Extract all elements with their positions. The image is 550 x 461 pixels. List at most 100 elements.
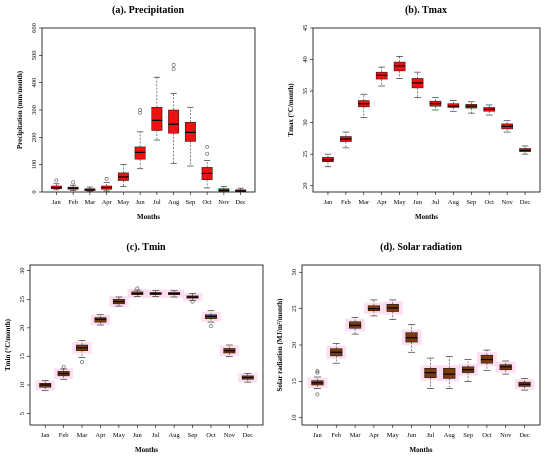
box-nov — [218, 186, 230, 193]
box-nov — [501, 120, 513, 133]
x-tick-label: Feb — [68, 199, 78, 206]
x-tick-label: Mar — [350, 432, 362, 439]
y-tick-label: 25 — [302, 151, 309, 158]
panel-tmin: (c). Tmin 5 10 15 20 25 30 Tmin (°C/month) Month… — [4, 242, 264, 454]
y-tick-label: 200 — [31, 132, 38, 142]
y-tick-label: 500 — [31, 50, 38, 60]
box-mar — [84, 186, 96, 192]
y-tick-label: 15 — [19, 353, 26, 360]
box-sep — [465, 101, 478, 114]
box-feb — [67, 180, 79, 191]
x-tick-label: Apr — [102, 199, 113, 206]
y-tick-label: 20 — [291, 342, 298, 349]
box-iqr — [393, 61, 406, 72]
outlier-point — [71, 180, 76, 185]
x-tick-label: Jul — [152, 432, 160, 439]
x-tick-label: Dec — [243, 432, 254, 439]
y-tick-label: 300 — [31, 105, 38, 115]
y-tick-label: 600 — [31, 23, 38, 33]
x-tick-label: Oct — [485, 199, 495, 206]
chart-title: (a). Precipitation — [112, 5, 184, 16]
outlier-point — [315, 392, 320, 397]
box-mar — [345, 317, 366, 335]
y-tick-label: 30 — [291, 269, 298, 276]
x-tick-label: May — [387, 432, 400, 439]
x-axis-label: Months — [415, 213, 438, 221]
box-jan — [35, 380, 55, 392]
box-iqr — [447, 103, 460, 108]
chart-title: (d). Solar radiation — [380, 242, 462, 253]
box-dec — [238, 372, 258, 383]
x-axis-label: Months — [135, 446, 158, 454]
x-tick-label: Aug — [168, 199, 180, 206]
box-jul — [151, 76, 163, 141]
outlier-point — [190, 299, 195, 304]
x-tick-label: Sep — [188, 432, 198, 439]
outlier-point — [315, 370, 320, 375]
x-tick-label: May — [113, 432, 126, 439]
y-tick-label: 25 — [19, 296, 26, 303]
box-mar — [357, 93, 370, 118]
y-tick-label: 0 — [31, 190, 38, 193]
box-jan — [50, 178, 62, 191]
box-sep — [182, 292, 203, 304]
box-jun — [411, 71, 424, 98]
box-aug — [439, 356, 460, 389]
y-tick-label: 15 — [291, 378, 298, 385]
y-tick-label: 400 — [31, 78, 38, 88]
box-dec — [514, 378, 535, 391]
panel-tmax: (b). Tmax 20 25 30 35 40 45 Tmax (°C/month) Mont… — [287, 5, 541, 221]
outlier-point — [135, 286, 140, 291]
x-tick-label: Jul — [427, 432, 435, 439]
x-tick-label: Oct — [482, 432, 492, 439]
x-tick-label: Apr — [95, 432, 106, 439]
outlier-point — [104, 176, 109, 181]
plot-frame — [312, 27, 541, 193]
y-tick-label: 100 — [31, 160, 38, 170]
x-tick-label: Jan — [52, 199, 61, 206]
box-apr — [101, 176, 113, 192]
y-axis-label: Tmin (°C/month) — [4, 318, 12, 371]
x-tick-label: Apr — [369, 432, 380, 439]
chart-title: (b). Tmax — [405, 5, 447, 16]
x-tick-label: Oct — [202, 199, 212, 206]
box-jun — [127, 286, 147, 298]
x-tick-label: Nov — [218, 199, 230, 206]
box-apr — [375, 66, 388, 87]
y-tick-label: 40 — [302, 56, 309, 63]
box-feb — [326, 343, 347, 364]
y-tick-label: 10 — [291, 414, 298, 421]
x-axis-label: Months — [137, 213, 160, 221]
box-iqr — [168, 109, 180, 134]
x-tick-label: Apr — [377, 199, 388, 206]
x-tick-label: Dec — [520, 199, 531, 206]
panel-solar-radiation: (d). Solar radiation 10 15 20 25 30 Solar radi… — [276, 242, 541, 454]
x-tick-label: Oct — [206, 432, 216, 439]
x-tick-label: May — [117, 199, 130, 206]
outlier-point — [171, 63, 176, 67]
x-tick-label: Jan — [313, 432, 322, 439]
x-tick-label: Dec — [235, 199, 246, 206]
outlier-point — [61, 364, 66, 369]
y-axis-label: Precipitation (mm/month) — [16, 70, 24, 149]
box-nov — [495, 360, 516, 375]
box-nov — [219, 344, 240, 357]
x-axis-label: Months — [410, 446, 433, 454]
x-tick-label: Nov — [502, 199, 514, 206]
y-tick-label: 20 — [19, 325, 26, 332]
x-tick-label: Jul — [153, 199, 161, 206]
box-may — [393, 56, 406, 79]
box-apr — [90, 314, 111, 326]
box-aug — [164, 289, 184, 298]
box-may — [117, 164, 129, 187]
x-tick-label: Jun — [407, 432, 417, 439]
x-tick-label: Nov — [224, 432, 236, 439]
y-tick-label: 45 — [302, 25, 309, 32]
x-tick-label: Sep — [463, 432, 473, 439]
x-tick-label: Jun — [413, 199, 423, 206]
x-tick-label: Feb — [331, 432, 341, 439]
outlier-point — [205, 144, 210, 149]
box-dec — [519, 145, 531, 155]
outlier-point — [315, 369, 320, 374]
